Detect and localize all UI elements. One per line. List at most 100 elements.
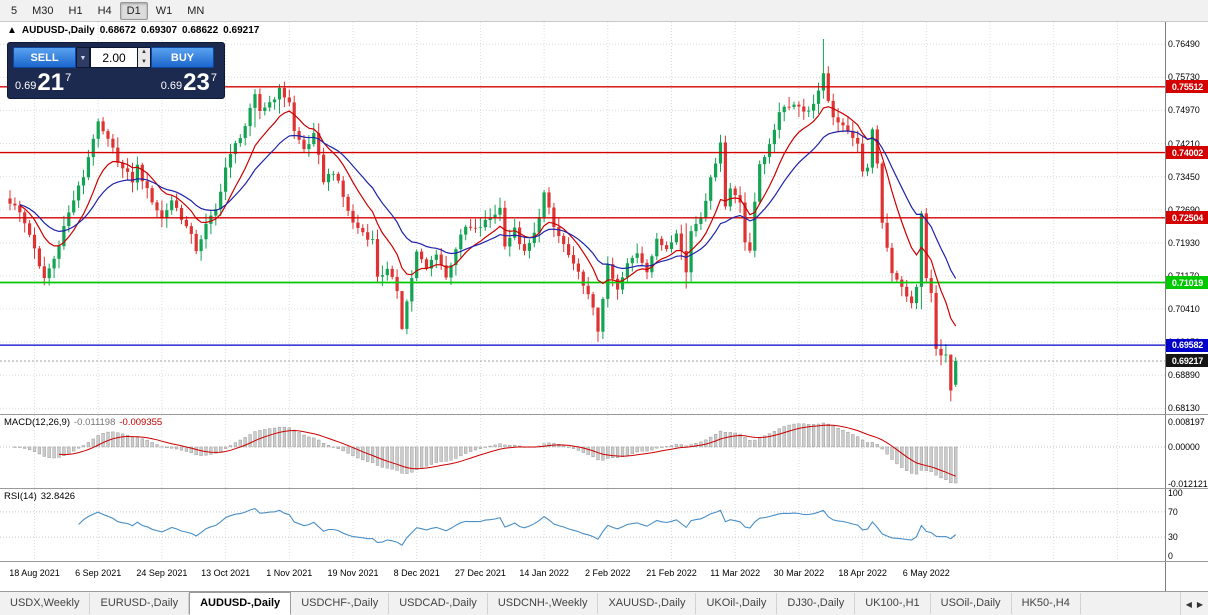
rsi-indicator-name: RSI(14): [4, 491, 37, 502]
timeframe-button-h4[interactable]: H4: [97, 4, 112, 17]
price-level-badge: 0.69582: [1166, 338, 1208, 352]
sell-price: 0.69 21 7: [15, 70, 71, 95]
price-pane[interactable]: ▲ AUDUSD-,Daily 0.68672 0.69307 0.68622 0.692…: [0, 22, 1165, 414]
date-tick-label: 24 Sep 2021: [136, 568, 188, 578]
chart-tab[interactable]: USOil-,Daily: [931, 593, 1012, 614]
chart-tab[interactable]: USDX,Weekly: [0, 593, 91, 614]
timeframe-button-5[interactable]: 5: [11, 4, 18, 17]
spin-down-icon[interactable]: ▼: [138, 57, 150, 67]
macd-label: MACD(12,26,9) -0.011198 -0.009355: [4, 417, 166, 428]
sell-price-big: 21: [37, 69, 65, 96]
price-level-badge: 0.75512: [1166, 80, 1208, 94]
one-click-toggle-icon[interactable]: ▲: [7, 25, 17, 36]
timeframe-toolbar: 5 M30 H1 H4 D1 W1 MN: [0, 0, 1208, 22]
chart-tab[interactable]: USDCNH-,Weekly: [488, 593, 599, 614]
scroll-left-icon[interactable]: ◀: [1185, 599, 1192, 609]
date-tick-label: 6 Sep 2021: [75, 568, 122, 578]
tabs-strip: USDX,Weekly EURUSD-,Daily AUDUSD-,Daily USD…: [0, 592, 1208, 615]
buy-button[interactable]: BUY: [151, 47, 214, 68]
date-tick-label: 6 May 2022: [902, 568, 950, 578]
chart-window: ▲ AUDUSD-,Daily 0.68672 0.69307 0.68622 0.692…: [0, 22, 1208, 591]
date-tick-label: 19 Nov 2021: [327, 568, 379, 578]
macd-chart-canvas: [0, 415, 1165, 488]
scroll-right-icon[interactable]: ▶: [1196, 599, 1203, 609]
date-axis[interactable]: 18 Aug 2021 6 Sep 2021 24 Sep 2021 13 Oct 2…: [0, 563, 1165, 591]
ohlc-open: 0.68672: [99, 25, 136, 36]
ohlc-close: 0.69217: [223, 25, 260, 36]
ohlc-high: 0.69307: [140, 25, 178, 36]
price-tick-label: 0.71930: [1168, 237, 1200, 248]
rsi-tick-label: 30: [1168, 532, 1178, 543]
timeframe-button-h1[interactable]: H1: [68, 4, 83, 17]
rsi-chart-canvas: [0, 489, 1165, 561]
volume-dropdown-button[interactable]: ▼: [76, 47, 90, 68]
one-click-trading-panel: SELL ▼ ▲ ▼ BUY 0.69 21 7 0.69 23 7: [7, 42, 225, 99]
pane-splitter[interactable]: [0, 414, 1208, 415]
macd-pane[interactable]: MACD(12,26,9) -0.011198 -0.009355: [0, 415, 1165, 488]
x-axis-line: [0, 561, 1208, 562]
pane-splitter[interactable]: [0, 488, 1208, 489]
rsi-value: 32.8426: [40, 491, 76, 502]
spin-up-icon[interactable]: ▲: [138, 48, 150, 58]
price-axis[interactable]: 0.76490 0.75730 0.74970 0.74210 0.73450 0.726…: [1165, 22, 1208, 591]
date-tick-label: 2 Feb 2022: [585, 568, 631, 578]
buy-price: 0.69 23 7: [161, 70, 217, 95]
sell-price-prefix: 0.69: [15, 80, 37, 92]
price-tick-label: 0.71170: [1168, 271, 1199, 281]
volume-spinner: ▲ ▼: [138, 47, 151, 68]
tab-scroll-arrows: ◀ ▶: [1179, 592, 1208, 615]
price-chart-canvas: [0, 22, 1165, 414]
rsi-pane[interactable]: RSI(14) 32.8426: [0, 489, 1165, 561]
price-tick-label: 0.70410: [1168, 304, 1200, 315]
rsi-tick-label: 70: [1168, 506, 1178, 517]
date-tick-label: 27 Dec 2021: [454, 568, 506, 578]
chart-tab[interactable]: EURUSD-,Daily: [90, 593, 190, 614]
price-tick-label: 0.72690: [1168, 204, 1200, 215]
rsi-tick-label: 0: [1168, 551, 1173, 561]
price-level-badge: 0.74002: [1166, 146, 1208, 160]
date-tick-label: 14 Jan 2022: [519, 568, 569, 578]
macd-tick-label: 0.00000: [1168, 441, 1200, 452]
buy-price-prefix: 0.69: [160, 80, 183, 92]
price-tick-label: 0.76490: [1168, 39, 1200, 50]
price-level-badge: 0.72504: [1166, 211, 1208, 225]
macd-tick-label: -0.012121: [1168, 478, 1208, 489]
ohlc-header: ▲ AUDUSD-,Daily 0.68672 0.69307 0.68622 0.692…: [7, 25, 264, 36]
macd-main-value: -0.011198: [74, 417, 116, 428]
timeframe-button-d1[interactable]: D1: [119, 1, 148, 20]
date-tick-label: 11 Mar 2022: [710, 568, 761, 578]
chart-tab[interactable]: USDCHF-,Daily: [291, 593, 390, 614]
price-level-badge: 0.71019: [1166, 276, 1208, 289]
chart-tab[interactable]: USDCAD-,Daily: [389, 593, 488, 614]
price-tick-label: 0.74210: [1168, 138, 1200, 149]
date-tick-label: 21 Feb 2022: [646, 568, 697, 578]
chart-tab[interactable]: UK100-,H1: [855, 593, 931, 614]
price-tick-label: 0.68890: [1168, 370, 1200, 381]
current-price-badge: 0.69217: [1166, 354, 1208, 368]
rsi-tick-label: 100: [1168, 488, 1183, 498]
chart-tab[interactable]: HK50-,H4: [1012, 593, 1081, 614]
dropdown-arrow-icon: ▼: [79, 55, 87, 62]
price-tick-label: 0.74970: [1168, 105, 1200, 116]
price-tick-label: 0.68130: [1168, 403, 1200, 414]
macd-indicator-name: MACD(12,26,9): [4, 417, 70, 428]
chart-tab[interactable]: DJ30-,Daily: [777, 593, 856, 614]
chart-tab[interactable]: XAUUSD-,Daily: [598, 593, 697, 614]
chart-tab[interactable]: UKOil-,Daily: [696, 593, 778, 614]
symbol-timeframe-label: AUDUSD-,Daily: [21, 25, 95, 36]
timeframe-button-m30[interactable]: M30: [32, 4, 54, 17]
timeframe-button-mn[interactable]: MN: [187, 4, 205, 17]
price-tick-label: 0.75730: [1168, 72, 1200, 83]
date-tick-label: 8 Dec 2021: [393, 568, 440, 578]
macd-signal-value: -0.009355: [119, 417, 163, 428]
sell-price-pipette: 7: [65, 72, 72, 84]
sell-button[interactable]: SELL: [13, 47, 76, 68]
chart-tab[interactable]: AUDUSD-,Daily: [189, 592, 292, 615]
timeframe-button-w1[interactable]: W1: [155, 4, 173, 17]
macd-tick-label: 0.008197: [1168, 417, 1205, 427]
chart-tabbar: USDX,Weekly EURUSD-,Daily AUDUSD-,Daily USD…: [0, 591, 1208, 615]
ohlc-low: 0.68622: [182, 25, 219, 36]
buy-price-pipette: 7: [210, 72, 217, 84]
volume-input[interactable]: [90, 47, 138, 68]
price-tick-label: 0.73450: [1168, 171, 1200, 182]
